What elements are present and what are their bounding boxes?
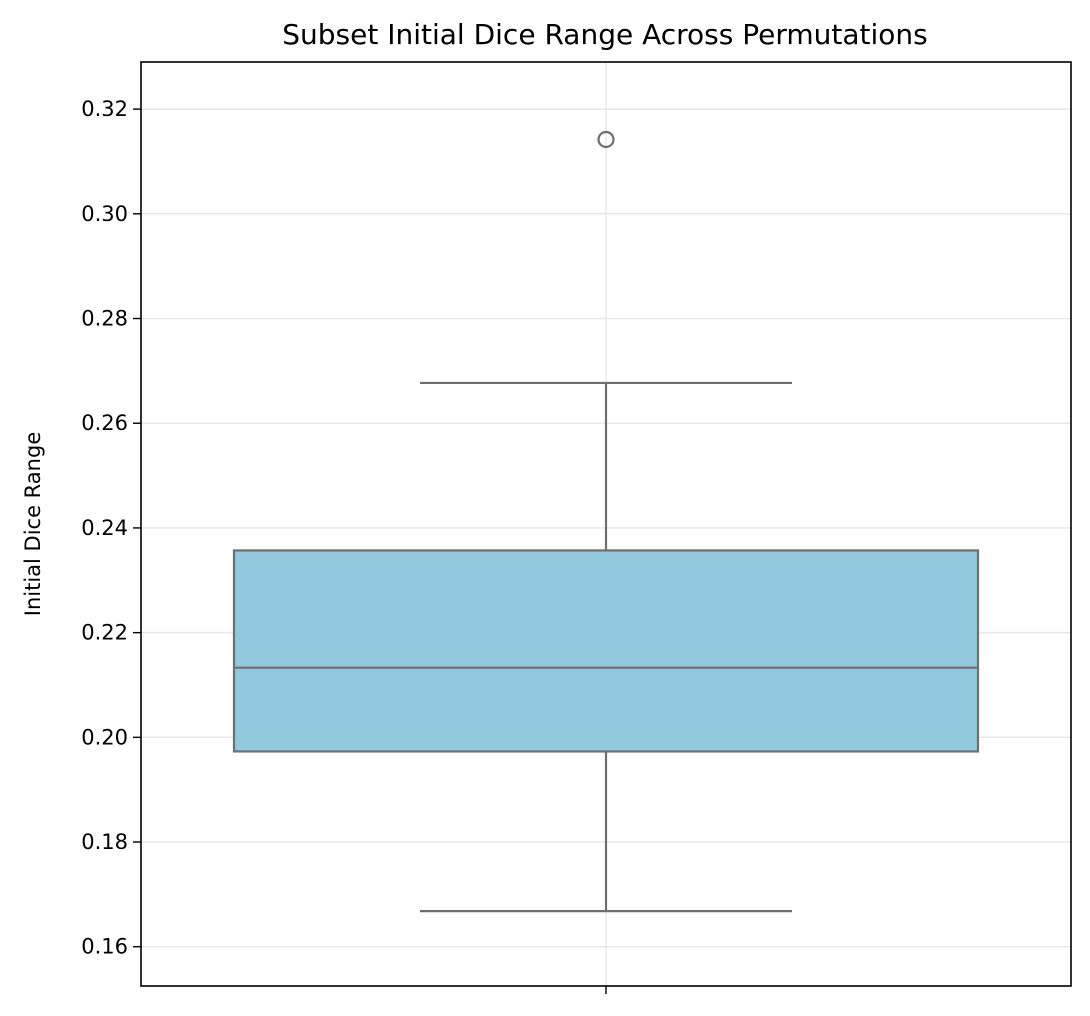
- y-axis: 0.16 0.18 0.20 0.22 0.24 0.26 0.28 0.30 0.32: [81, 97, 141, 959]
- y-tick-label: 0.20: [81, 725, 128, 749]
- outlier-point: [597, 130, 615, 149]
- y-axis-label: Initial Dice Range: [21, 432, 45, 617]
- y-tick-label: 0.22: [81, 621, 128, 645]
- y-tick-label: 0.32: [81, 97, 128, 121]
- y-tick-label: 0.30: [81, 202, 128, 226]
- chart-title: Subset Initial Dice Range Across Permuta…: [282, 18, 928, 51]
- y-tick-label: 0.26: [81, 411, 128, 435]
- y-tick-label: 0.18: [81, 830, 128, 854]
- y-tick-label: 0.24: [81, 516, 128, 540]
- iqr-box: [232, 549, 980, 753]
- y-tick-label: 0.16: [81, 935, 128, 959]
- y-tick-label: 0.28: [81, 307, 128, 331]
- plot-area: [232, 130, 980, 913]
